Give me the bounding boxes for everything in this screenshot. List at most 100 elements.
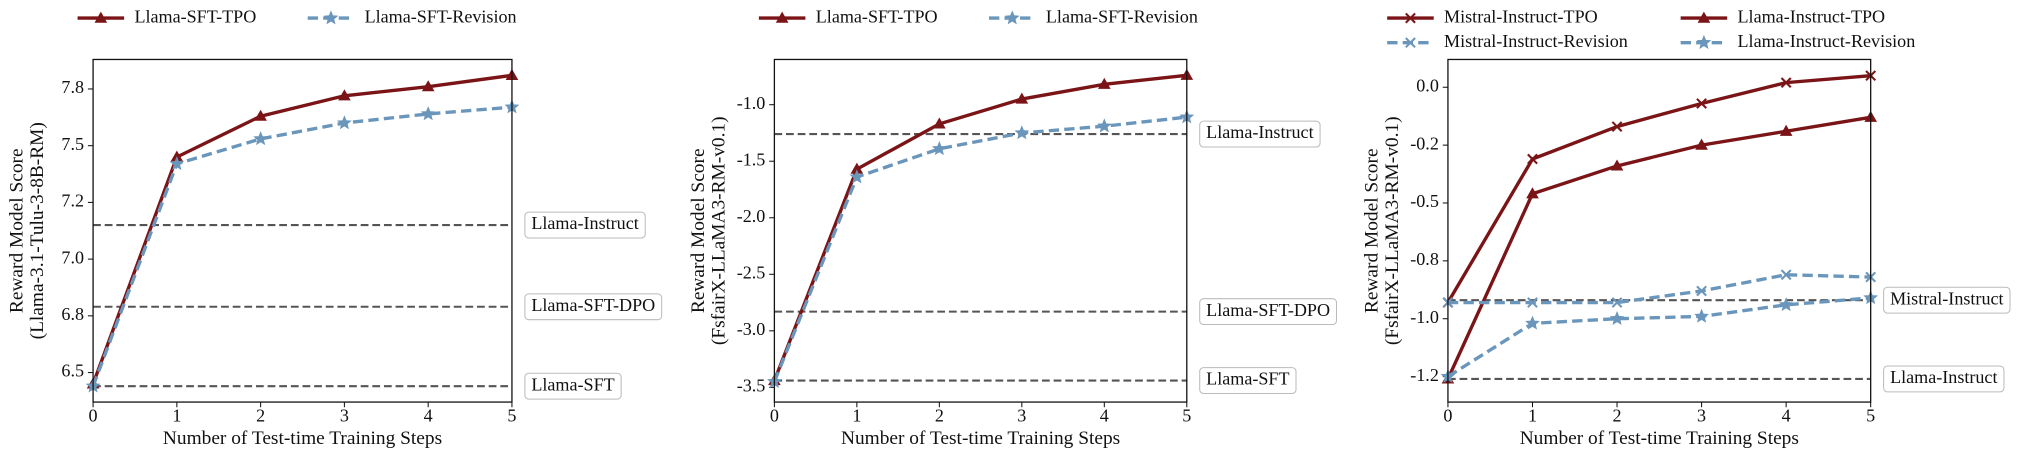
- legend-marker: [94, 11, 108, 23]
- marker: [253, 131, 269, 146]
- y-tick-label: -1.2: [1410, 365, 1439, 385]
- series-line: [1446, 73, 1871, 304]
- y-tick-label: -3.0: [737, 319, 766, 339]
- series-line: [772, 115, 1187, 383]
- y-tick-label: -2.0: [737, 206, 766, 226]
- marker: [1611, 121, 1623, 132]
- axes-frame: [773, 58, 1188, 403]
- x-tick-label: 0: [89, 406, 98, 426]
- x-tick-label: 2: [256, 406, 265, 426]
- series-line: [1447, 296, 1871, 379]
- legend-label: Llama-Instruct-Revision: [1738, 31, 1916, 51]
- reference-label-box: [524, 293, 663, 321]
- marker: [1696, 98, 1707, 109]
- y-tick-label: -2.5: [737, 262, 766, 282]
- x-tick-label: 3: [1697, 406, 1706, 426]
- marker: [169, 156, 185, 171]
- marker: [1097, 77, 1111, 89]
- marker: [1695, 138, 1708, 150]
- y-tick-label: -1.0: [737, 93, 766, 113]
- legend-label: Llama-SFT-TPO: [816, 6, 938, 26]
- marker: [254, 109, 267, 121]
- y-axis-label: Reward Model Score: [688, 148, 709, 313]
- x-tick-label: 1: [852, 406, 861, 426]
- x-tick-label: 5: [1182, 406, 1191, 426]
- reference-label: Llama-SFT-DPO: [531, 295, 655, 315]
- reference-label: Mistral-Instruct: [1890, 288, 2003, 308]
- y-tick-label: 6.5: [61, 361, 84, 381]
- y-tick-label: 7.5: [61, 134, 84, 154]
- marker: [1014, 125, 1030, 140]
- y-tick-label: -1.5: [737, 149, 766, 169]
- reference-label-box: [1199, 367, 1297, 395]
- x-tick-label: 3: [340, 406, 349, 426]
- x-tick-label: 0: [1443, 406, 1452, 426]
- x-tick-label: 5: [1866, 406, 1875, 426]
- reference-label-box: [1883, 286, 2011, 314]
- series-line: [1447, 273, 1871, 305]
- marker: [933, 117, 946, 129]
- marker: [1779, 124, 1793, 136]
- plot-root: 6.5 6.8 7.0 7.2 7.5 7.8 0 1 2 3 4 5 Number of Test-t…: [7, 6, 2011, 449]
- y-axis-label: (FsfairX-LLaMA3-RM-v0.1): [1382, 116, 1403, 345]
- series-line: [772, 73, 1187, 382]
- legend-marker: [1004, 10, 1020, 25]
- marker: [1015, 92, 1029, 104]
- axes-frame: [92, 58, 513, 403]
- marker: [1778, 297, 1794, 312]
- y-tick-label: 0.0: [1416, 75, 1439, 95]
- legend-marker: [1405, 12, 1416, 24]
- marker: [1527, 153, 1538, 165]
- y-tick-label: 7.8: [61, 77, 84, 97]
- x-tick-label: 4: [1100, 406, 1109, 426]
- marker: [1526, 187, 1539, 199]
- legend-label: Llama-Instruct-TPO: [1738, 6, 1886, 26]
- marker: [849, 169, 865, 184]
- reference-label: Llama-Instruct: [1206, 122, 1313, 142]
- marker: [1696, 285, 1707, 297]
- y-tick-label: 6.8: [61, 304, 84, 324]
- reference-label-box: [1199, 120, 1321, 148]
- y-tick-label: -3.5: [737, 376, 766, 396]
- reference-label-box: [1199, 298, 1338, 326]
- x-tick-label: 4: [424, 406, 433, 426]
- y-tick-label: -0.8: [1410, 249, 1439, 269]
- y-tick-label: -0.2: [1410, 133, 1439, 153]
- x-tick-label: 3: [1017, 406, 1026, 426]
- series-line: [91, 73, 513, 385]
- y-tick-label: -0.5: [1410, 191, 1439, 211]
- x-tick-label: 4: [1782, 406, 1791, 426]
- legend-marker: [1697, 11, 1711, 23]
- reference-label-box: [524, 211, 646, 239]
- series-line: [91, 105, 513, 387]
- marker: [931, 141, 947, 156]
- legend-marker: [323, 10, 339, 25]
- legend-label: Llama-SFT-TPO: [134, 6, 256, 26]
- marker: [1780, 77, 1792, 89]
- marker: [1609, 310, 1625, 326]
- x-tick-label: 0: [770, 406, 779, 426]
- marker: [420, 106, 436, 121]
- series-line: [1446, 115, 1871, 380]
- legend-label: Mistral-Instruct-Revision: [1444, 31, 1628, 51]
- x-tick-label: 2: [1613, 406, 1622, 426]
- legend-label: Llama-SFT-Revision: [365, 6, 517, 26]
- y-axis-label: (FsfairX-LLaMA3-RM-v0.1): [709, 116, 730, 345]
- x-tick-label: 1: [1528, 406, 1537, 426]
- marker: [1527, 297, 1538, 308]
- x-axis-label: Number of Test-time Training Steps: [1520, 428, 1799, 449]
- x-tick-label: 5: [507, 406, 516, 426]
- legend-label: Mistral-Instruct-TPO: [1444, 6, 1598, 26]
- y-axis-label: Reward Model Score: [1361, 148, 1382, 313]
- y-tick-label: 7.0: [61, 247, 84, 267]
- marker: [1610, 159, 1624, 171]
- reference-label-box: [524, 372, 622, 400]
- legend-marker: [775, 11, 789, 23]
- y-axis-label: (Llama-3.1-Tulu-3-8B-RM): [27, 122, 48, 339]
- marker: [1694, 308, 1709, 323]
- y-axis-label: Reward Model Score: [7, 148, 28, 313]
- marker: [337, 115, 352, 130]
- x-tick-label: 2: [935, 406, 944, 426]
